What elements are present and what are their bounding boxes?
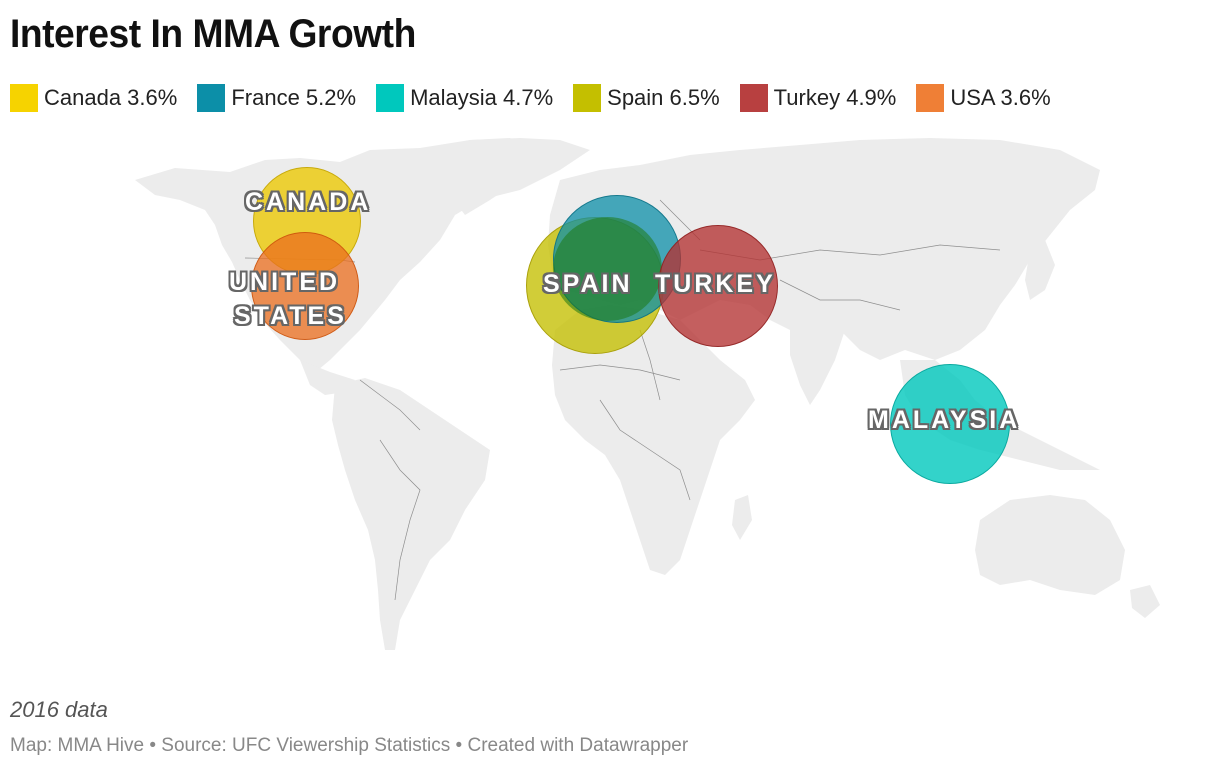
page-title: Interest In MMA Growth	[10, 12, 416, 56]
label-turkey: TURKEY	[655, 270, 776, 298]
world-map[interactable]: CANADA UNITED STATES SPAIN TURKEY MALAYS…	[0, 120, 1220, 680]
bubble-spain-france-overlap	[553, 217, 662, 321]
legend-swatch-malaysia	[376, 84, 405, 112]
legend-swatch-spain	[573, 84, 602, 112]
label-malaysia: MALAYSIA	[868, 406, 1021, 434]
legend-item-usa: USA 3.6%	[916, 84, 1051, 112]
label-spain: SPAIN	[543, 270, 633, 298]
bubble-usa[interactable]	[251, 232, 359, 340]
legend-label: Canada 3.6%	[44, 85, 178, 110]
legend-label: Spain 6.5%	[607, 85, 720, 110]
legend-label: Turkey 4.9%	[773, 85, 897, 110]
legend-swatch-turkey	[739, 84, 768, 112]
legend-label: USA 3.6%	[950, 85, 1051, 110]
label-united-states-line1: UNITED	[229, 268, 341, 296]
world-map-land	[135, 138, 1160, 650]
legend-swatch-france	[197, 84, 226, 112]
legend-item-spain: Spain 6.5%	[573, 84, 720, 112]
legend-item-canada: Canada 3.6%	[10, 84, 177, 112]
bubble-malaysia[interactable]	[890, 364, 1010, 484]
label-united-states-line2: STATES	[234, 302, 347, 330]
label-canada: CANADA	[245, 188, 372, 216]
legend-item-france: France 5.2%	[197, 84, 356, 112]
legend: Canada 3.6% France 5.2% Malaysia 4.7% Sp…	[10, 84, 1071, 112]
legend-swatch-canada	[10, 84, 38, 112]
data-note: 2016 data	[10, 697, 108, 722]
legend-item-malaysia: Malaysia 4.7%	[376, 84, 553, 112]
legend-label: France 5.2%	[231, 85, 357, 110]
source-footer: Map: MMA Hive • Source: UFC Viewership S…	[10, 735, 689, 756]
legend-label: Malaysia 4.7%	[410, 85, 554, 110]
legend-item-turkey: Turkey 4.9%	[739, 84, 897, 112]
legend-swatch-usa	[916, 84, 945, 112]
bubble-turkey[interactable]	[658, 225, 778, 347]
